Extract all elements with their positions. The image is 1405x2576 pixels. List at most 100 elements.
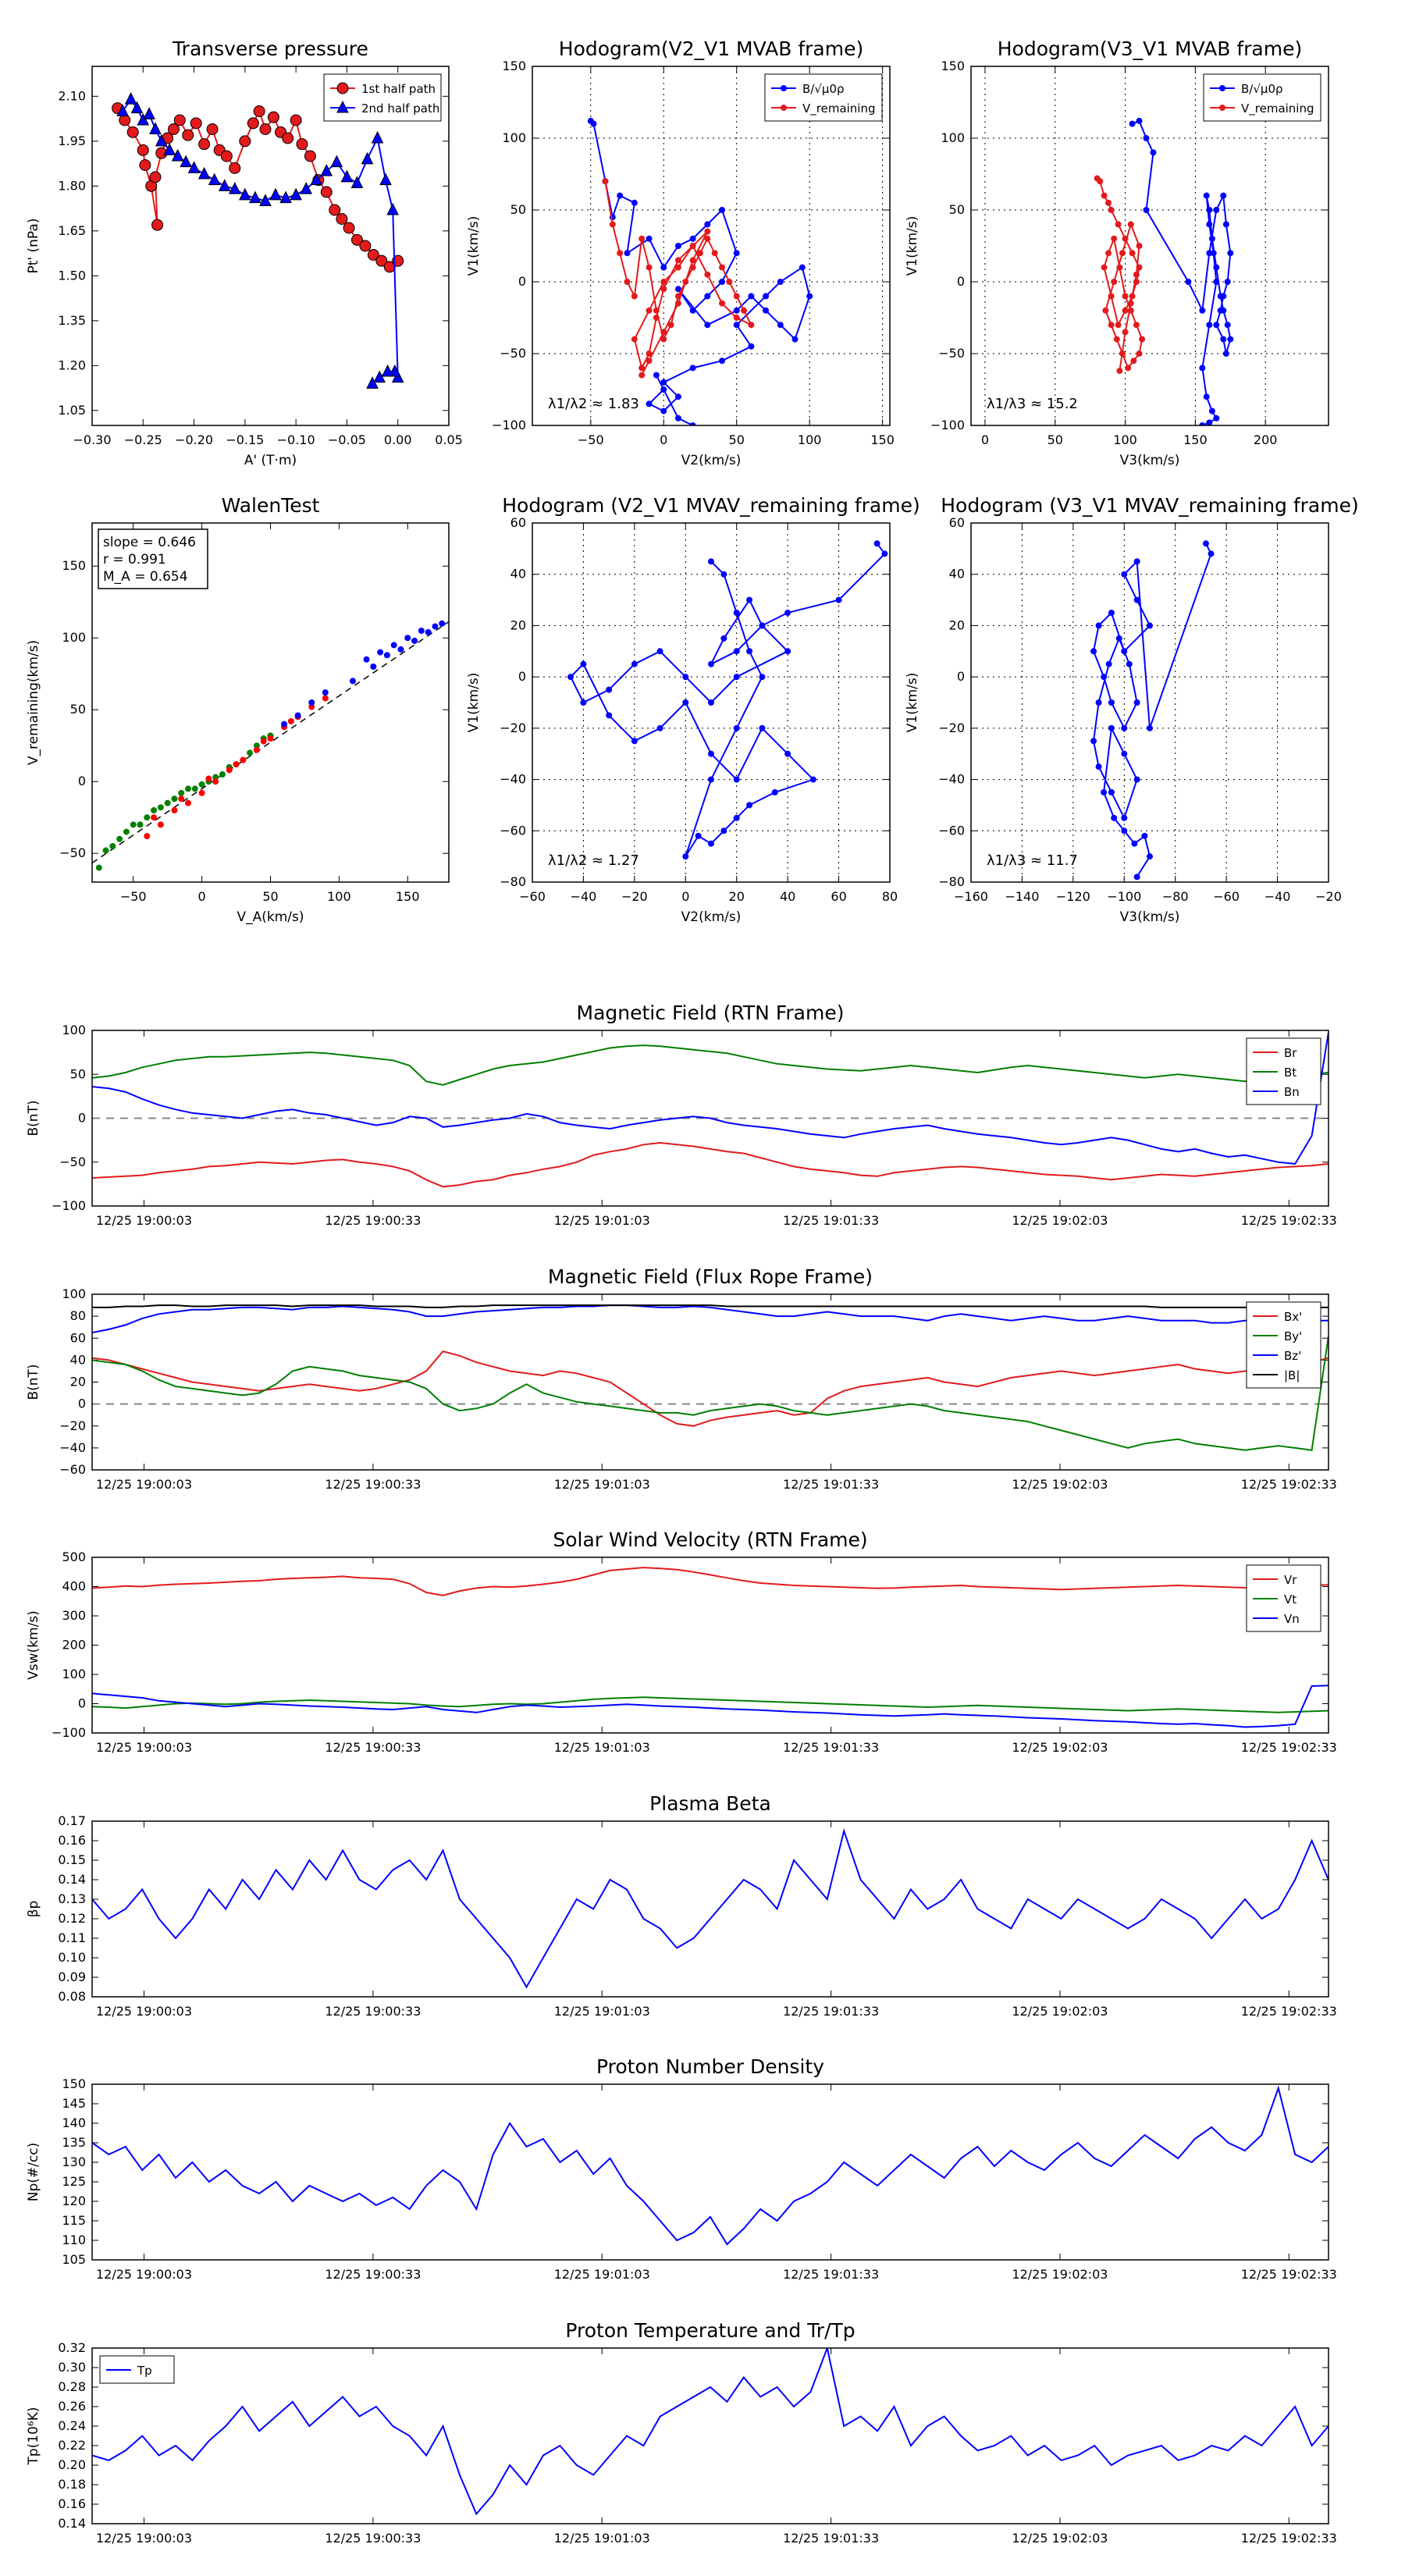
hodo_v2v1-series-1-point xyxy=(638,235,646,242)
hodo_v3v1-series-0-point xyxy=(1203,192,1210,199)
b_rtn-ytick-label: 50 xyxy=(70,1066,86,1081)
walen-series-1-point xyxy=(151,814,158,821)
hodo_mvav_v3v1-xtick-label: −140 xyxy=(1005,889,1039,904)
hodo_v3v1-ytick-label: 50 xyxy=(949,202,965,217)
walen-annotation-line: M_A = 0.654 xyxy=(103,569,188,585)
b_rtn-chart: Magnetic Field (RTN Frame) −100 −50 0 50 100 1… xyxy=(26,1002,1337,1228)
b_fr-series-1-line xyxy=(92,1336,1329,1451)
pt-series-1 xyxy=(116,92,404,389)
hodo_v2v1-series-1-point xyxy=(726,279,733,285)
walen-series-1-point xyxy=(267,735,274,742)
np-ytick-label: 145 xyxy=(62,2096,86,2111)
vsw-legend: Vr Vt Vn xyxy=(1246,1564,1321,1632)
hodo_mvav_v2v1-series-0-point xyxy=(682,674,689,681)
hodo_mvav_v2v1-series-0-point xyxy=(881,550,888,557)
hodo_mvav_v2v1-series-0-point xyxy=(580,699,587,706)
hodo_mvav_v3v1-series-0-point xyxy=(1147,853,1153,860)
hodo_v3v1-legend-label: B/√μ0ρ xyxy=(1241,82,1283,96)
hodo_v2v1-series-0-point xyxy=(763,307,770,314)
walen-series-1-point xyxy=(205,775,212,782)
hodo_v2v1-series-0-point xyxy=(733,250,740,257)
beta-chart: Plasma Beta 0.08 0.09 0.10 0.11 0.12 0.13 0.14 0… xyxy=(26,1792,1337,2019)
hodo_v3v1-series-0-point xyxy=(1222,350,1229,357)
walen-ylabel: V_remaining(km/s) xyxy=(26,640,41,765)
walen-series-2 xyxy=(281,620,446,728)
walen-series-0-point xyxy=(171,795,178,802)
hodo_v3v1-series-1-point xyxy=(1101,264,1108,271)
pt-series-1-point xyxy=(249,190,261,204)
hodo_v3v1-series-0-point xyxy=(1227,250,1234,257)
hodo_v2v1-series-1-point xyxy=(741,307,748,314)
tp-ytick-label: 0.24 xyxy=(58,2418,86,2433)
hodo_v3v1-xtick-label: 0 xyxy=(981,432,989,447)
hodo_v2v1-series-0-point xyxy=(660,407,667,415)
b_fr-ytick-label: 40 xyxy=(70,1352,86,1367)
hodo_mvav_v3v1-series-0-point xyxy=(1133,699,1140,706)
hodo_mvav_v3v1-ytick-label: −80 xyxy=(938,874,965,889)
hodo_v2v1-series-0-point xyxy=(617,192,624,199)
hodo_mvav_v2v1-series-0-point xyxy=(784,648,791,655)
walen-xlabel: V_A(km/s) xyxy=(237,909,304,925)
hodo_v2v1-series-0-point xyxy=(777,322,784,329)
b_rtn-series-1-line xyxy=(92,1044,1329,1086)
hodo_v2v1-series-1-point xyxy=(667,322,674,329)
hodo_v2v1-xlabel: V2(km/s) xyxy=(681,453,742,468)
hodo_mvav_v2v1-series-0-point xyxy=(733,648,740,655)
tp-data xyxy=(92,2348,1329,2516)
hodo_v3v1-series-0-line xyxy=(1132,119,1232,425)
hodo_v3v1-series-0-point xyxy=(1208,235,1215,242)
b_fr-ytick-label: −40 xyxy=(59,1440,86,1455)
hodo_mvav_v2v1-ytick-label: −40 xyxy=(500,772,526,787)
beta-ytick-label: 0.13 xyxy=(58,1891,86,1906)
hodo_v2v1-series-0-point xyxy=(646,400,653,407)
hodo_v2v1-series-0-point xyxy=(689,422,696,425)
hodo_mvav_v2v1-ylabel: V1(km/s) xyxy=(466,673,482,733)
beta-xtick-label: 12/25 19:00:33 xyxy=(325,2004,421,2019)
vsw-legend-box xyxy=(1246,1564,1321,1632)
hodo_v2v1-series-0-point xyxy=(704,221,711,228)
pt-legend-label: 2nd half path xyxy=(361,101,439,116)
hodo_v3v1-series-0-point xyxy=(1199,307,1206,314)
hodo_v2v1-frame xyxy=(532,66,891,426)
pt-series-1-point xyxy=(330,155,343,168)
hodo_mvav_v2v1-series-0-point xyxy=(759,674,766,681)
pt-series-0-point xyxy=(343,222,355,234)
pt-series-1-point xyxy=(290,187,302,201)
walen-series-0-point xyxy=(151,807,158,813)
hodo_v3v1-plot-area xyxy=(971,66,1329,425)
np-plot-area xyxy=(92,2084,1329,2260)
hodo_mvav_v2v1-series-0-point xyxy=(720,827,727,834)
hodo_mvav_v2v1-series-0 xyxy=(567,540,888,860)
pt-series-0-point xyxy=(149,171,162,183)
walen-series-2-point xyxy=(418,628,425,634)
hodo_v2v1-series-1-point xyxy=(689,243,696,249)
pt-xtick-label: −0.15 xyxy=(226,432,264,447)
hodo_mvav_v2v1-series-0-point xyxy=(873,540,880,547)
hodo_v2v1-series-0-point xyxy=(674,243,681,249)
pt-series-1-point xyxy=(149,122,162,134)
pt-ytick-label: 1.35 xyxy=(58,313,86,328)
pt-series-1-point xyxy=(310,173,323,186)
hodo_v2v1-series-0-line xyxy=(590,120,811,425)
pt-series-0-point xyxy=(267,111,279,123)
hodo_mvav_v3v1-chart: Hodogram (V3_V1 MVAV_remaining frame) −80… xyxy=(905,494,1359,925)
beta-ytick-label: 0.08 xyxy=(58,1989,86,2004)
hodo_mvav_v3v1-series-0-point xyxy=(1133,776,1140,783)
hodo_mvav_v3v1-series-0-point xyxy=(1108,610,1115,616)
hodo_mvav_v2v1-series-0-point xyxy=(580,660,587,667)
hodo_mvav_v2v1-series-0-point xyxy=(606,686,613,693)
hodo_v2v1-xtick-label: −50 xyxy=(578,432,604,447)
hodo_v2v1-ytick-label: 150 xyxy=(502,59,526,73)
hodo_mvav_v2v1-series-0-point xyxy=(784,750,791,757)
b_fr-ytick-label: 60 xyxy=(70,1330,86,1345)
hodo_v3v1-series-0-point xyxy=(1213,264,1220,271)
hodo_mvav_v2v1-series-0-point xyxy=(708,750,714,757)
hodo_mvav_v2v1-series-0-point xyxy=(784,610,791,616)
hodo_mvav_v3v1-xtick-label: −20 xyxy=(1315,889,1342,904)
b_rtn-series-0-line xyxy=(92,1141,1329,1188)
hodo_v2v1-series-1-point xyxy=(646,264,653,271)
vsw-ytick-label: 200 xyxy=(62,1638,86,1653)
beta-ytick-label: 0.14 xyxy=(58,1872,86,1887)
b_rtn-ytick-label: 100 xyxy=(62,1023,86,1037)
hodo_mvav_v3v1-series-0-point xyxy=(1101,674,1108,681)
